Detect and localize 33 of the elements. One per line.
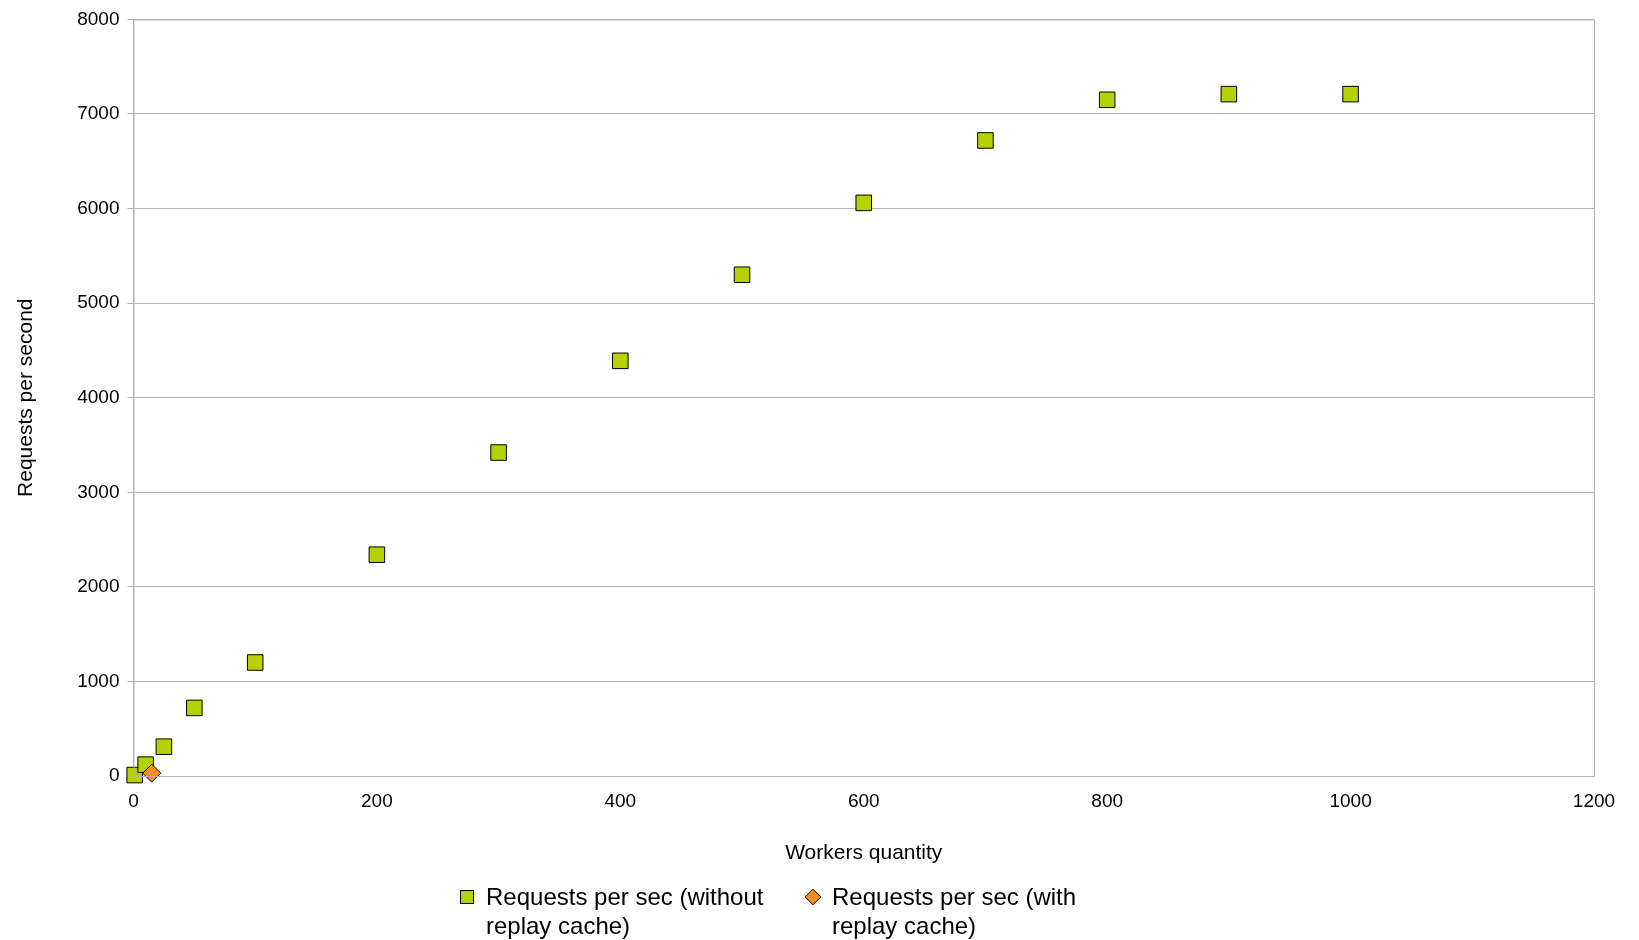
point [246,654,264,671]
y-tick-label: 7000 [77,102,120,124]
x-tick-label: 1000 [1329,789,1372,811]
x-tick-label: 1200 [1572,789,1616,811]
y-tick-label: 5000 [77,291,120,313]
point [855,194,873,212]
x-axis-title: Workers quantity [785,840,943,864]
y-tick-label: 3000 [77,480,120,502]
y-tick-label: 6000 [77,196,120,218]
point [142,763,162,783]
point [490,444,507,461]
legend-label: Requests per sec (with replay cache) [832,882,1078,940]
y-axis-title: Requests per second [13,298,37,497]
x-tick-label: 200 [361,789,393,811]
y-tick-label: 2000 [77,575,120,597]
x-tick-label: 800 [1091,789,1124,811]
point [733,266,751,284]
point [1098,91,1116,109]
x-tick-label: 600 [847,789,880,811]
y-tick-label: 4000 [77,385,120,407]
legend-label: Requests per sec (without replay cache) [486,882,765,940]
point [368,546,386,563]
point [1220,85,1238,103]
point [155,738,173,755]
y-tick-label: 0 [108,764,120,786]
y-tick-label: 8000 [77,7,120,29]
x-tick-label: 400 [604,789,637,811]
point [977,132,994,149]
x-tick-label: 0 [128,789,139,811]
point [1342,85,1359,103]
point [612,352,629,370]
point [186,699,203,717]
y-tick-label: 1000 [77,669,120,691]
